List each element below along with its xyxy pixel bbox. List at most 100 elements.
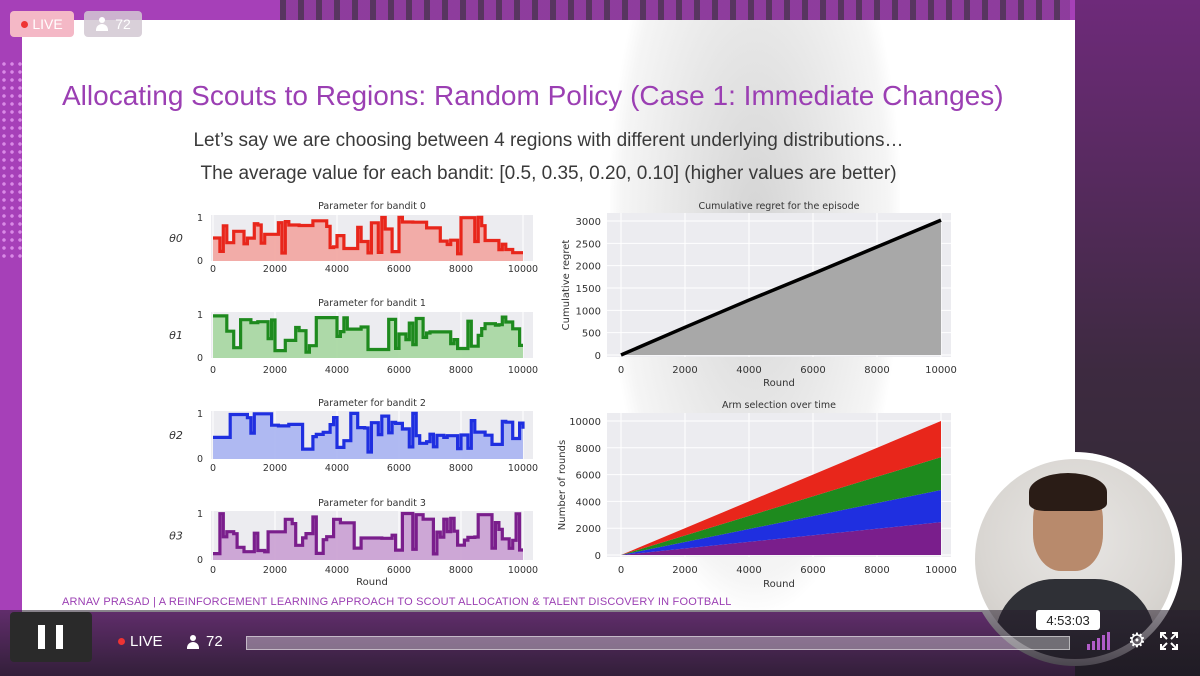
slide-subtitle-2: The average value for each bandit: [0.5,… <box>200 163 897 184</box>
arms-chart-title: Arm selection over time <box>722 400 836 411</box>
regret-xtick-label: 6000 <box>800 365 825 376</box>
bandit-ytick-label: 1 <box>197 213 203 224</box>
background-dot-pattern <box>0 60 22 260</box>
bandit-xtick-label: 2000 <box>263 463 287 474</box>
arms-xtick-label: 8000 <box>864 565 889 576</box>
regret-xtick-label: 4000 <box>736 365 761 376</box>
top-viewer-badge: 72 <box>84 11 142 37</box>
regret-line <box>620 218 942 357</box>
regret-ytick-label: 1000 <box>576 306 601 317</box>
progress-bar[interactable] <box>246 636 1070 650</box>
bandit-xtick-label: 2000 <box>263 365 287 376</box>
bandit-xtick-label: 2000 <box>263 264 287 275</box>
live-dot-icon <box>21 20 29 28</box>
arms-ytick-label: 10000 <box>569 417 601 428</box>
arms-xtick-label: 6000 <box>800 565 825 576</box>
pause-icon-bar <box>56 625 63 649</box>
bandit-series-fill <box>213 217 523 261</box>
bandit-xtick-label: 6000 <box>387 463 411 474</box>
slide-footer: ARNAV PRASAD | A REINFORCEMENT LEARNING … <box>62 596 732 608</box>
regret-ytick-label: 3000 <box>576 217 601 228</box>
bandit-chart-title: Parameter for bandit 1 <box>318 298 426 309</box>
bandit-ytick-label: 0 <box>197 454 203 465</box>
bandit-xtick-label: 8000 <box>449 264 473 275</box>
bandit-series-fill <box>213 513 523 560</box>
regret-chart-title: Cumulative regret for the episode <box>699 201 860 212</box>
arms-ylabel: Number of rounds <box>557 440 568 530</box>
player-control-bar <box>0 610 1200 676</box>
bandit-ylabel: θ3 <box>169 530 183 543</box>
bandit-series-line <box>213 215 523 256</box>
bandit-ytick-label: 1 <box>197 310 203 321</box>
regret-xtick-label: 8000 <box>864 365 889 376</box>
viewer-count: 72 <box>206 633 223 650</box>
fullscreen-icon[interactable] <box>1160 632 1178 650</box>
bandit-ytick-label: 1 <box>197 509 203 520</box>
bandit-xtick-label: 0 <box>210 365 216 376</box>
regret-xtick-label: 2000 <box>672 365 697 376</box>
bandit-xtick-label: 6000 <box>387 565 411 576</box>
person-icon <box>186 634 200 649</box>
regret-ytick-label: 500 <box>582 329 601 340</box>
person-icon <box>95 17 109 31</box>
arms-xlabel: Round <box>763 579 795 590</box>
background-stadium-band <box>280 0 1070 22</box>
pause-button[interactable] <box>10 612 92 662</box>
bandit-chart-title: Parameter for bandit 2 <box>318 398 426 409</box>
top-live-badge: LIVE <box>10 11 74 37</box>
gear-icon[interactable]: ⚙ <box>1128 630 1146 652</box>
bandit-ytick-label: 1 <box>197 409 203 420</box>
bandit-series-line <box>213 411 525 454</box>
bandit-xtick-label: 6000 <box>387 264 411 275</box>
bandit-xtick-label: 8000 <box>449 365 473 376</box>
arms-xtick-label: 4000 <box>736 565 761 576</box>
regret-ytick-label: 0 <box>595 351 601 362</box>
bandit-series-line <box>213 511 523 556</box>
bandit-ylabel: θ1 <box>169 329 183 342</box>
time-tooltip: 4:53:03 <box>1036 610 1100 630</box>
bandit-xtick-label: 4000 <box>325 264 349 275</box>
bandit-ylabel: θ2 <box>169 429 183 442</box>
bandit-xtick-label: 4000 <box>325 365 349 376</box>
viewer-indicator: 72 <box>186 633 223 650</box>
top-viewer-count: 72 <box>115 16 131 32</box>
bandit-ytick-label: 0 <box>197 555 203 566</box>
regret-xtick-label: 0 <box>618 365 624 376</box>
slide-title: Allocating Scouts to Regions: Random Pol… <box>62 80 1004 111</box>
live-label: LIVE <box>130 633 163 650</box>
arms-ytick-label: 0 <box>595 551 601 562</box>
bandit-xtick-label: 0 <box>210 565 216 576</box>
bandit-xtick-label: 4000 <box>325 565 349 576</box>
bandit-xlabel: Round <box>356 577 388 588</box>
arms-xtick-label: 10000 <box>925 565 957 576</box>
arms-xtick-label: 0 <box>618 565 624 576</box>
regret-ytick-label: 2000 <box>576 262 601 273</box>
bandit-xtick-label: 0 <box>210 264 216 275</box>
live-dot-icon <box>118 638 125 645</box>
bandit-xtick-label: 8000 <box>449 463 473 474</box>
pause-icon <box>38 625 45 649</box>
bandit-xtick-label: 8000 <box>449 565 473 576</box>
bandit-xtick-label: 10000 <box>508 463 538 474</box>
slide-subtitle-1: Let’s say we are choosing between 4 regi… <box>193 130 904 151</box>
arms-ytick-label: 8000 <box>576 444 601 455</box>
bandit-chart-title: Parameter for bandit 3 <box>318 498 426 509</box>
bandit-ytick-label: 0 <box>197 256 203 267</box>
bandit-xtick-label: 10000 <box>508 264 538 275</box>
bandit-series-line <box>213 314 523 354</box>
regret-ytick-label: 1500 <box>576 284 601 295</box>
regret-ytick-label: 2500 <box>576 239 601 250</box>
bandit-xtick-label: 0 <box>210 463 216 474</box>
bandit-ylabel: θ0 <box>169 232 183 245</box>
bandit-xtick-label: 10000 <box>508 365 538 376</box>
bandit-chart-title: Parameter for bandit 0 <box>318 201 426 212</box>
bandit-xtick-label: 6000 <box>387 365 411 376</box>
signal-bars-icon[interactable] <box>1086 632 1114 650</box>
arms-ytick-label: 6000 <box>576 471 601 482</box>
bandit-xtick-label: 10000 <box>508 565 538 576</box>
presenter-hair <box>1029 473 1107 511</box>
arms-series-area <box>621 522 941 555</box>
regret-xlabel: Round <box>763 378 795 389</box>
top-live-label: LIVE <box>32 16 63 32</box>
